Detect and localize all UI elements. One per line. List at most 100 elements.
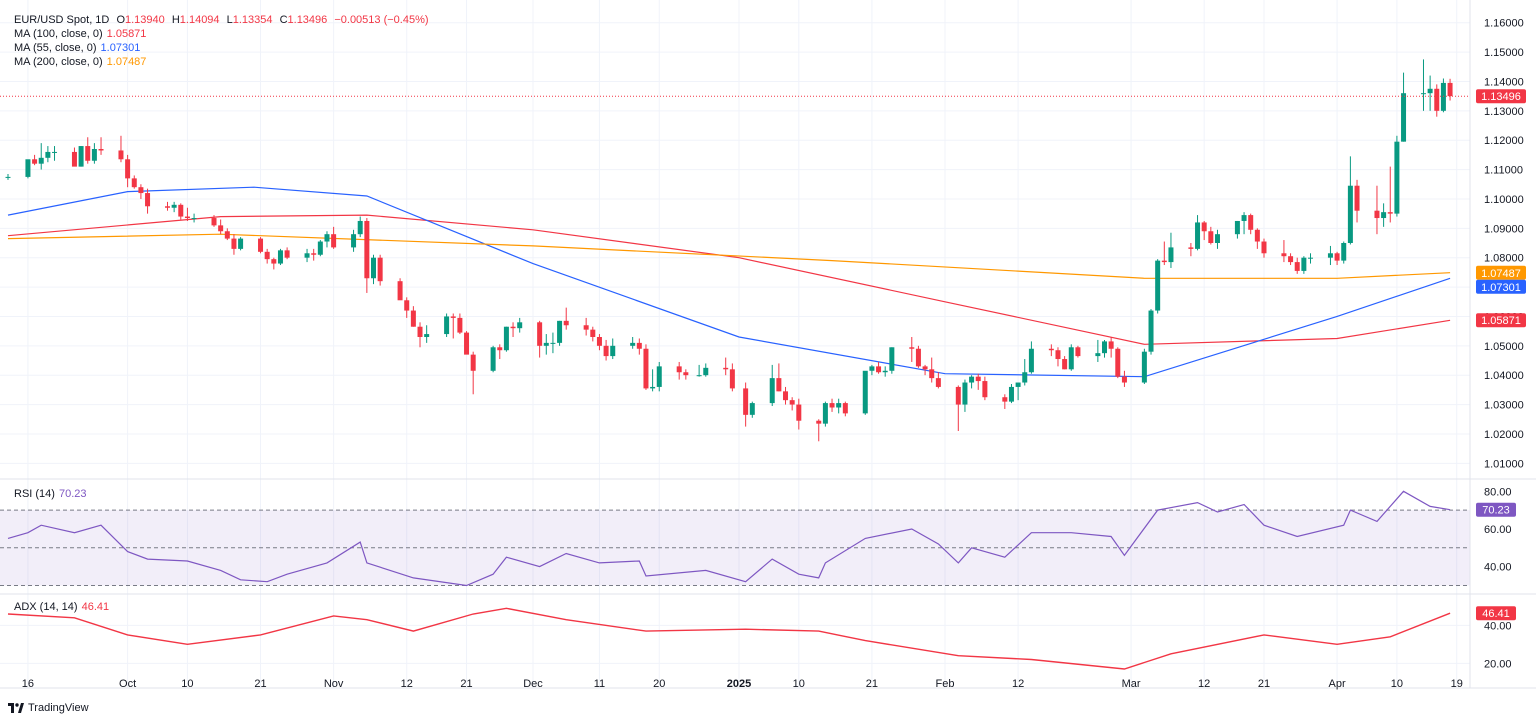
ma55-value: 1.07301 — [100, 42, 141, 54]
candle-body — [935, 378, 941, 387]
price-tick-label: 1.16000 — [1484, 18, 1524, 30]
candle-body — [1168, 247, 1174, 263]
candle — [324, 231, 330, 248]
rsi-tick-label: 40.00 — [1484, 562, 1512, 574]
candle — [842, 401, 848, 417]
adx-tick-label: 40.00 — [1484, 620, 1512, 632]
time-tick-label: 12 — [1198, 678, 1210, 690]
rsi-pane — [0, 490, 1470, 587]
candle — [583, 317, 589, 336]
rsi-tick-label: 60.00 — [1484, 524, 1512, 536]
candle — [470, 351, 476, 395]
candle-body — [1248, 215, 1254, 230]
candle-body — [145, 193, 151, 207]
candle-body — [982, 381, 988, 398]
candle — [317, 240, 323, 257]
candle-body — [38, 157, 44, 164]
high-value: 1.14094 — [179, 14, 220, 26]
candle — [563, 307, 569, 330]
candle — [1068, 344, 1074, 371]
candle-body — [929, 369, 935, 379]
candle — [98, 137, 104, 155]
candle-body — [125, 159, 131, 179]
rsi-line — [7, 490, 1451, 587]
candle-body — [783, 391, 789, 401]
candle-body — [1108, 341, 1114, 349]
candle — [1294, 257, 1300, 274]
candle-body — [749, 403, 755, 415]
candle — [982, 376, 988, 401]
candle-body — [1254, 229, 1260, 242]
price-axis-badge-bg — [1476, 265, 1526, 280]
candle-body — [351, 234, 357, 248]
candle — [450, 313, 456, 339]
candle-body — [922, 366, 928, 370]
candle-body — [1334, 253, 1340, 261]
candle-body — [32, 159, 38, 164]
ma100-value: 1.05871 — [106, 28, 147, 40]
candle-body — [550, 342, 556, 344]
rsi-tick-label: 80.00 — [1484, 486, 1512, 498]
price-axis-badge-text: 1.07487 — [1481, 268, 1521, 280]
candle-body — [537, 322, 543, 346]
candle-body — [789, 400, 795, 405]
candle — [397, 278, 403, 301]
candle-body — [876, 366, 882, 373]
price-tick-label: 1.13000 — [1484, 106, 1524, 118]
candle — [929, 357, 935, 383]
candle — [497, 344, 503, 360]
candle — [38, 143, 44, 170]
candle-body — [862, 370, 868, 414]
close-value: 1.13496 — [287, 14, 328, 26]
candle — [876, 361, 882, 374]
candle-body — [1048, 348, 1054, 351]
candle — [78, 146, 84, 167]
ma-line — [7, 186, 1451, 378]
candle — [696, 364, 702, 377]
candle-body — [1102, 341, 1107, 354]
candle-body — [829, 403, 835, 408]
candle-body — [397, 281, 403, 301]
candle — [258, 237, 264, 254]
candle-body — [364, 220, 370, 279]
candle-body — [1288, 256, 1294, 263]
candle-body — [324, 234, 330, 242]
candle — [1381, 203, 1387, 227]
ma100-legend: MA (100, close, 0) 1.05871 — [14, 28, 150, 41]
candle-body — [1161, 260, 1167, 263]
candle-body — [557, 320, 563, 343]
tradingview-logo[interactable]: TradingView — [8, 702, 89, 714]
candle-body — [503, 326, 509, 351]
candle — [271, 257, 277, 270]
candle-body — [1327, 253, 1333, 258]
ma100-label: MA (100, close, 0) — [14, 28, 103, 40]
candle-body — [563, 320, 569, 326]
candle-body — [603, 345, 609, 357]
candle-body — [676, 366, 682, 373]
price-tick-label: 1.01000 — [1484, 458, 1524, 470]
candle — [1281, 240, 1287, 263]
adx-axis-badge-text: 46.41 — [1482, 608, 1510, 620]
candle — [178, 203, 184, 220]
time-tick-label: 21 — [460, 678, 472, 690]
candle — [743, 382, 749, 427]
rsi-axis-badge-text: 70.23 — [1482, 505, 1510, 517]
candle — [1308, 253, 1314, 264]
candle — [371, 254, 376, 285]
candle — [676, 361, 682, 380]
candle-body — [1301, 257, 1307, 271]
candle — [969, 375, 975, 389]
candle — [1420, 59, 1426, 111]
candle — [816, 419, 822, 442]
price-axis-badge-bg — [1476, 89, 1526, 104]
candle — [1121, 370, 1127, 387]
candle — [1374, 185, 1380, 235]
candle-body — [71, 151, 77, 167]
brand-name: TradingView — [28, 702, 89, 714]
adx-pane — [7, 607, 1451, 670]
candle — [1095, 339, 1101, 362]
symbol-label: EUR/USD Spot, 1D — [14, 14, 110, 26]
candle — [683, 369, 689, 380]
candle-body — [171, 204, 177, 208]
